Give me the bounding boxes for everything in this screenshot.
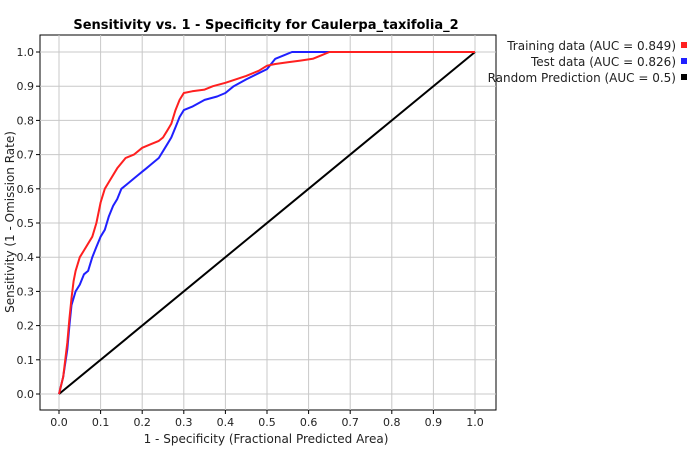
x-tick-label: 0.1 [92,416,110,429]
x-tick-label: 0.7 [341,416,359,429]
y-tick-label: 0.9 [17,80,35,93]
y-tick-label: 0.4 [17,251,35,264]
chart-title: Sensitivity vs. 1 - Specificity for Caul… [73,18,458,33]
grid-lines [40,35,496,410]
x-tick-label: 0.3 [175,416,193,429]
x-tick-label: 0.9 [425,416,443,429]
legend-marker-random [681,74,687,80]
legend-label-training: Training data (AUC = 0.849) [506,39,676,53]
y-axis-ticks: 0.0 0.1 0.2 0.3 0.4 0.5 0.6 0.7 0.8 0.9 1.0 [17,46,40,401]
x-tick-label: 0.6 [300,416,318,429]
y-tick-label: 0.8 [17,114,35,127]
x-tick-label: 0.8 [383,416,401,429]
x-tick-label: 0.5 [258,416,276,429]
y-tick-label: 0.0 [17,388,35,401]
x-axis-label: 1 - Specificity (Fractional Predicted Ar… [144,432,389,446]
y-tick-label: 0.3 [17,285,35,298]
y-tick-label: 0.6 [17,183,35,196]
legend-marker-test [681,58,687,64]
y-tick-label: 1.0 [17,46,35,59]
y-tick-label: 0.7 [17,149,35,162]
series-lines [58,51,476,395]
series-line-training [58,51,475,395]
x-tick-label: 0.2 [133,416,151,429]
series-line-test [58,51,475,395]
y-axis-label: Sensitivity (1 - Omission Rate) [3,131,17,313]
y-tick-label: 0.1 [17,354,35,367]
x-tick-label: 0.4 [217,416,235,429]
legend-label-random: Random Prediction (AUC = 0.5) [488,71,676,85]
series-line-random [58,51,476,395]
x-tick-label: 0.0 [50,416,68,429]
y-tick-label: 0.2 [17,320,35,333]
legend: Training data (AUC = 0.849) Test data (AU… [488,39,687,85]
legend-label-test: Test data (AUC = 0.826) [530,55,676,69]
legend-marker-training [681,42,687,48]
x-tick-label: 1.0 [466,416,484,429]
y-tick-label: 0.5 [17,217,35,230]
x-axis-ticks: 0.0 0.1 0.2 0.3 0.4 0.5 0.6 0.7 0.8 0.9 1.0 [50,410,484,429]
